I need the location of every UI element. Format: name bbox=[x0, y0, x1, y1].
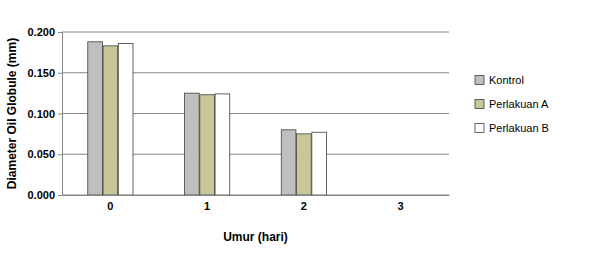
x-tick: 2 bbox=[301, 200, 307, 212]
y-tick-mark bbox=[58, 73, 62, 74]
x-tick: 0 bbox=[107, 200, 113, 212]
bar-series bbox=[88, 42, 296, 195]
y-tick: 0.000 bbox=[27, 189, 62, 201]
legend-swatch bbox=[475, 76, 484, 85]
x-tick-label: 1 bbox=[204, 200, 210, 212]
bar bbox=[215, 94, 230, 195]
y-tick-label: 0.050 bbox=[27, 148, 55, 160]
y-tick: 0.100 bbox=[27, 108, 62, 120]
y-tick: 0.200 bbox=[27, 26, 62, 38]
legend: Kontrol Perlakuan A Perlakuan B bbox=[475, 74, 549, 134]
bars bbox=[88, 42, 327, 195]
y-tick: 0.150 bbox=[27, 67, 62, 79]
y-tick: 0.050 bbox=[27, 148, 62, 160]
chart: 0.000 0.050 0.100 0.150 0.200 0 1 2 3 Umur (hari)… bbox=[0, 0, 599, 271]
x-axis-line bbox=[63, 195, 450, 196]
x-tick: 1 bbox=[204, 200, 210, 212]
x-tick-label: 3 bbox=[398, 200, 404, 212]
legend-item: Perlakuan A bbox=[475, 98, 549, 110]
y-tick-mark bbox=[58, 114, 62, 115]
bar bbox=[409, 195, 424, 196]
legend-item: Kontrol bbox=[475, 74, 524, 86]
grid bbox=[62, 32, 449, 195]
x-tick: 3 bbox=[398, 200, 404, 212]
legend-label: Perlakuan A bbox=[489, 98, 549, 110]
y-tick-mark bbox=[58, 154, 62, 155]
legend-label: Perlakuan B bbox=[489, 122, 549, 134]
legend-swatch bbox=[475, 124, 484, 133]
bar bbox=[312, 132, 327, 195]
plot: 0.000 0.050 0.100 0.150 0.200 0 1 2 3 bbox=[27, 26, 449, 212]
y-tick-mark bbox=[58, 32, 62, 33]
grid-line bbox=[62, 32, 449, 33]
bar-series bbox=[118, 43, 326, 195]
bar bbox=[103, 46, 118, 195]
y-tick-label: 0.100 bbox=[27, 108, 55, 120]
x-axis-title: Umur (hari) bbox=[223, 230, 288, 244]
legend-item: Perlakuan B bbox=[475, 122, 549, 134]
bar bbox=[88, 42, 103, 195]
legend-swatch bbox=[475, 100, 484, 109]
y-tick-label: 0.200 bbox=[27, 26, 55, 38]
bar bbox=[297, 134, 312, 195]
y-axis-title: Diameter Oil Globule (mm) bbox=[5, 38, 19, 189]
y-axis-line bbox=[58, 33, 63, 196]
bar bbox=[200, 95, 215, 195]
x-axis: 0 1 2 3 bbox=[63, 196, 450, 213]
x-tick-label: 0 bbox=[107, 200, 113, 212]
bar bbox=[393, 195, 408, 196]
y-tick-mark bbox=[58, 195, 62, 196]
bar bbox=[185, 93, 200, 195]
y-tick-label: 0.150 bbox=[27, 67, 55, 79]
legend-label: Kontrol bbox=[489, 74, 524, 86]
bar bbox=[378, 195, 393, 196]
y-axis: 0.000 0.050 0.100 0.150 0.200 bbox=[27, 26, 62, 201]
bar bbox=[118, 43, 133, 195]
x-tick-label: 2 bbox=[301, 200, 307, 212]
bar bbox=[281, 130, 296, 195]
y-tick-label: 0.000 bbox=[27, 189, 55, 201]
bar-series bbox=[103, 46, 311, 195]
